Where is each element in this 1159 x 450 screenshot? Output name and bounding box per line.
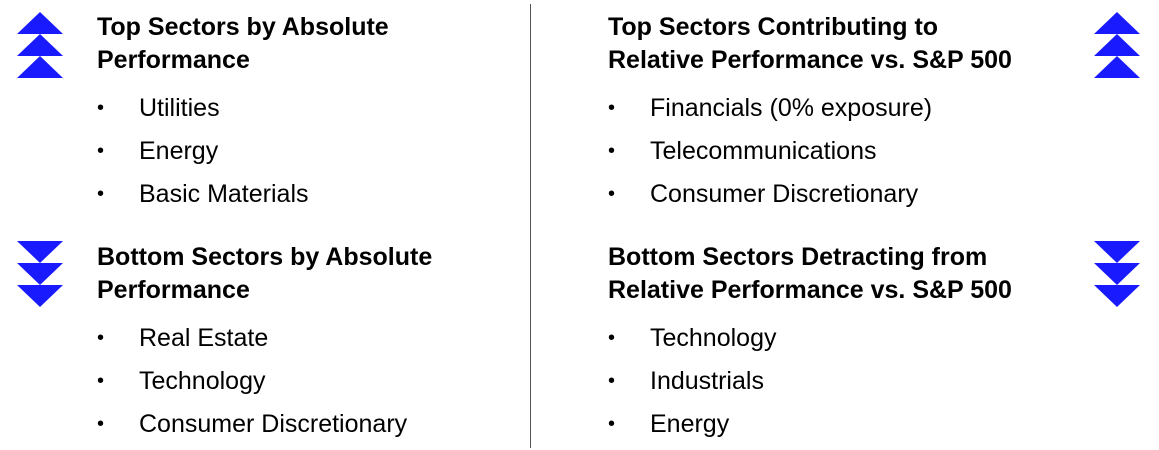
- bottom-absolute-section: Bottom Sectors by Absolute Performance •…: [97, 241, 432, 446]
- bottom-relative-section: Bottom Sectors Detracting from Relative …: [608, 241, 1012, 446]
- list-item: • Energy: [608, 403, 1012, 446]
- bullet: •: [97, 327, 105, 349]
- list-item-label: Basic Materials: [139, 180, 309, 208]
- list-item: • Financials (0% exposure): [608, 87, 1012, 130]
- list-item: • Technology: [608, 317, 1012, 360]
- list-item: • Technology: [97, 360, 432, 403]
- list-item-label: Industrials: [650, 367, 764, 395]
- bullet: •: [608, 413, 616, 435]
- heading-line: Performance: [97, 276, 250, 304]
- list-item: • Telecommunications: [608, 130, 1012, 173]
- list-item: • Consumer Discretionary: [97, 403, 432, 446]
- list-item-label: Utilities: [139, 94, 220, 122]
- list-item: • Consumer Discretionary: [608, 173, 1012, 216]
- bullet: •: [97, 97, 105, 119]
- sector-list: • Real Estate • Technology • Consumer Discr…: [97, 317, 432, 446]
- sector-list: • Financials (0% exposure) • Telecommunica…: [608, 87, 1012, 216]
- list-item-label: Telecommunications: [650, 137, 877, 165]
- list-item-label: Technology: [139, 367, 266, 395]
- triple-chevron-up-icon: [16, 12, 64, 78]
- column-divider: [530, 4, 531, 448]
- list-item: • Industrials: [608, 360, 1012, 403]
- list-item-label: Energy: [650, 410, 730, 438]
- bullet: •: [608, 140, 616, 162]
- section-heading: Bottom Sectors Detracting from Relative …: [608, 241, 1012, 307]
- list-item: • Utilities: [97, 87, 389, 130]
- heading-line: Relative Performance vs. S&P 500: [608, 46, 1012, 74]
- triple-chevron-up-icon: [1093, 12, 1141, 78]
- list-item-label: Financials (0% exposure): [650, 94, 933, 122]
- sector-list: • Utilities • Energy • Basic Materials: [97, 87, 389, 216]
- list-item-label: Energy: [139, 137, 219, 165]
- top-absolute-section: Top Sectors by Absolute Performance • Uti…: [97, 11, 389, 216]
- heading-line: Relative Performance vs. S&P 500: [608, 276, 1012, 304]
- bullet: •: [97, 183, 105, 205]
- bullet: •: [97, 370, 105, 392]
- bullet: •: [608, 327, 616, 349]
- list-item-label: Consumer Discretionary: [139, 410, 408, 438]
- section-heading: Bottom Sectors by Absolute Performance: [97, 241, 432, 307]
- list-item-label: Consumer Discretionary: [650, 180, 919, 208]
- heading-line: Bottom Sectors Detracting from: [608, 243, 988, 271]
- list-item-label: Technology: [650, 324, 777, 352]
- list-item: • Basic Materials: [97, 173, 389, 216]
- heading-line: Performance: [97, 46, 250, 74]
- section-heading: Top Sectors by Absolute Performance: [97, 11, 389, 77]
- heading-line: Top Sectors by Absolute: [97, 13, 389, 41]
- section-heading: Top Sectors Contributing to Relative Per…: [608, 11, 1012, 77]
- bullet: •: [608, 183, 616, 205]
- bullet: •: [97, 140, 105, 162]
- bullet: •: [608, 370, 616, 392]
- sector-list: • Technology • Industrials • Energy: [608, 317, 1012, 446]
- triple-chevron-down-icon: [16, 241, 64, 307]
- heading-line: Top Sectors Contributing to: [608, 13, 939, 41]
- list-item: • Real Estate: [97, 317, 432, 360]
- heading-line: Bottom Sectors by Absolute: [97, 243, 433, 271]
- list-item: • Energy: [97, 130, 389, 173]
- bullet: •: [608, 97, 616, 119]
- bullet: •: [97, 413, 105, 435]
- triple-chevron-down-icon: [1093, 241, 1141, 307]
- top-relative-section: Top Sectors Contributing to Relative Per…: [608, 11, 1012, 216]
- list-item-label: Real Estate: [139, 324, 269, 352]
